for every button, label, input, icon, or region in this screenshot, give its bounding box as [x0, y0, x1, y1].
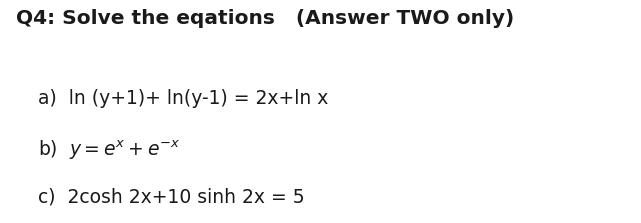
Text: a)  ln (y+1)+ ln(y-1) = 2x+ln x: a) ln (y+1)+ ln(y-1) = 2x+ln x [38, 89, 329, 108]
Text: b)  $y = e^{x} + e^{-x}$: b) $y = e^{x} + e^{-x}$ [38, 138, 181, 162]
Text: Q4: Solve the eqations   (Answer TWO only): Q4: Solve the eqations (Answer TWO only) [16, 9, 514, 28]
Text: c)  2cosh 2x+10 sinh 2x = 5: c) 2cosh 2x+10 sinh 2x = 5 [38, 187, 305, 206]
